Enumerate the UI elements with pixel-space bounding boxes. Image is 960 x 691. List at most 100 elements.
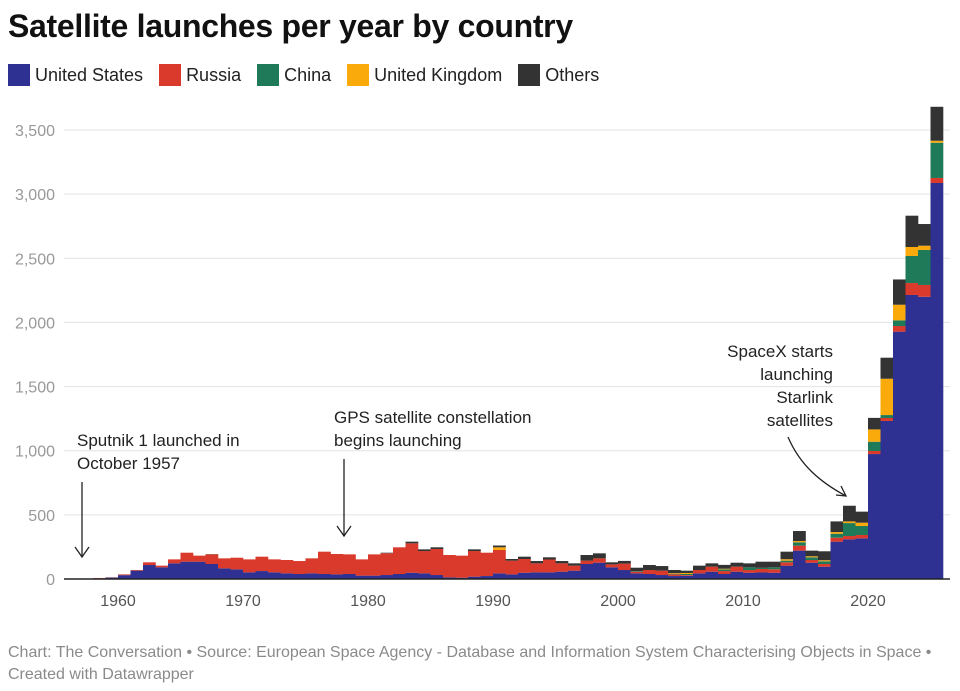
annotation-spacex-text: launching (760, 365, 833, 384)
legend: United States Russia China United Kingdo… (8, 64, 599, 86)
bar-segment-united-states-1977 (330, 574, 344, 579)
bar-segment-united-states-1963 (155, 567, 169, 579)
bar-segment-others-1994 (543, 557, 556, 560)
bar-segment-russia-1992 (518, 558, 531, 573)
bar-segment-russia-2006 (693, 570, 706, 574)
bar-segment-china-2023 (905, 255, 919, 284)
bar-segment-russia-2007 (705, 566, 719, 572)
bar-segment-russia-2001 (630, 571, 644, 574)
bar-segment-united-states-2017 (830, 541, 844, 579)
bar-segment-united-states-1979 (355, 575, 369, 579)
bar-segment-united-states-2020 (868, 454, 881, 579)
bar-segment-united-states-2000 (618, 570, 631, 579)
bar-segment-china-2001 (630, 571, 644, 572)
bar-segment-united-kingdom-2017 (830, 532, 844, 534)
bar-segment-russia-2013 (780, 562, 794, 566)
legend-item-united-kingdom: United Kingdom (347, 64, 502, 86)
legend-item-united-states: United States (8, 64, 143, 86)
bar-segment-china-2020 (868, 441, 881, 451)
bar-segment-others-1988 (468, 549, 481, 552)
annotations: Sputnik 1 launched in October 1957 GPS sat… (74, 342, 848, 559)
bar-segment-united-states-1997 (580, 563, 594, 579)
y-tick-label: 3,500 (15, 123, 55, 140)
legend-label: Russia (186, 64, 242, 85)
bar-segment-united-states-1978 (343, 573, 356, 579)
bar-segment-united-states-1982 (393, 573, 406, 579)
bar-segment-united-kingdom-2022 (893, 304, 906, 321)
bar-segment-united-kingdom-2024 (918, 245, 931, 250)
bar-segment-russia-2018 (843, 536, 856, 540)
bar-segment-united-states-1961 (130, 570, 144, 579)
bar-segment-united-states-1992 (518, 572, 531, 579)
bar-segment-united-states-1964 (168, 563, 181, 579)
bar-segment-united-states-2011 (755, 572, 769, 579)
bar-segment-russia-1976 (318, 551, 331, 574)
bar-segment-russia-1963 (155, 565, 169, 568)
bar-segment-others-2002 (643, 565, 656, 571)
chart-title: Satellite launches per year by country (8, 8, 573, 44)
legend-label: United States (35, 64, 144, 85)
bar-segment-others-2019 (855, 511, 869, 523)
bar-segment-united-kingdom-2021 (880, 378, 894, 416)
y-tick-label: 0 (46, 572, 55, 589)
bar-segment-others-1992 (518, 556, 531, 559)
bar-segment-united-states-2006 (693, 573, 706, 579)
x-tick-label: 2020 (850, 593, 886, 610)
bar-segment-russia-1980 (368, 554, 381, 576)
y-tick-label: 1,000 (15, 444, 55, 461)
bar-segment-united-states-1994 (543, 572, 556, 579)
y-tick-label: 3,000 (15, 187, 55, 204)
bar-segment-russia-1995 (555, 563, 569, 572)
y-tick-label: 2,500 (15, 251, 55, 268)
bar-segment-russia-2012 (768, 569, 781, 573)
legend-swatch-united-states (8, 64, 30, 86)
bar-segment-china-2024 (918, 249, 931, 285)
bar-segment-united-states-1980 (368, 575, 381, 579)
x-tick-label: 1980 (350, 593, 386, 610)
bar-segment-russia-1977 (330, 553, 344, 575)
bar-segment-russia-1969 (230, 557, 244, 570)
bar-segment-russia-2004 (668, 574, 681, 577)
bar-segment-russia-2005 (680, 575, 694, 576)
bar-segment-others-1993 (530, 561, 544, 564)
bar-segment-united-states-2004 (668, 576, 681, 579)
bar-segment-russia-1981 (380, 553, 394, 576)
bar-segment-others-2015 (805, 550, 819, 557)
bar-segment-united-states-2002 (643, 573, 656, 579)
bar-segment-united-states-2016 (818, 566, 831, 579)
bar-segment-china-2015 (805, 557, 819, 561)
bar-segment-russia-2015 (805, 560, 819, 563)
gridlines (64, 129, 950, 516)
bar-segment-russia-2010 (743, 570, 756, 573)
bar-segment-united-kingdom-2008 (718, 568, 731, 570)
bar-segment-united-states-2014 (793, 550, 806, 579)
bar-segment-russia-1970 (243, 559, 256, 573)
bar-segment-united-states-1962 (143, 565, 156, 579)
bar-segment-united-kingdom-2016 (818, 560, 831, 562)
bar-segment-united-kingdom-2018 (843, 521, 856, 524)
x-tick-label: 2000 (600, 593, 636, 610)
bar-segment-united-states-1998 (593, 562, 606, 579)
bar-segment-others-1996 (568, 563, 581, 566)
annotation-gps-text: begins launching (334, 431, 462, 450)
bar-segment-united-states-1967 (205, 563, 219, 579)
arrowhead (336, 525, 352, 538)
bar-segment-russia-1985 (430, 548, 444, 576)
bar-segment-russia-1994 (543, 559, 556, 573)
footer-credits: Chart: The Conversation • Source: Europe… (8, 644, 932, 683)
bar-segment-united-kingdom-1990 (493, 547, 506, 551)
bar-segment-united-kingdom-2023 (905, 246, 919, 256)
bar-segment-china-2021 (880, 415, 894, 419)
bar-segment-others-2012 (768, 561, 781, 568)
bar-segment-others-2013 (780, 551, 794, 560)
bar-segment-russia-1986 (443, 555, 456, 578)
bar-segment-others-2007 (705, 563, 719, 567)
bar-segment-russia-1998 (593, 558, 606, 563)
bar-segment-russia-2025 (930, 177, 944, 183)
bar-segment-russia-2014 (793, 545, 806, 551)
annotation-spacex-text: satellites (767, 411, 833, 430)
bar-segment-united-states-2023 (905, 294, 919, 579)
bar-segment-united-states-1990 (493, 573, 506, 579)
bar-segment-china-2019 (855, 526, 869, 535)
bar-segment-russia-1988 (468, 551, 481, 577)
